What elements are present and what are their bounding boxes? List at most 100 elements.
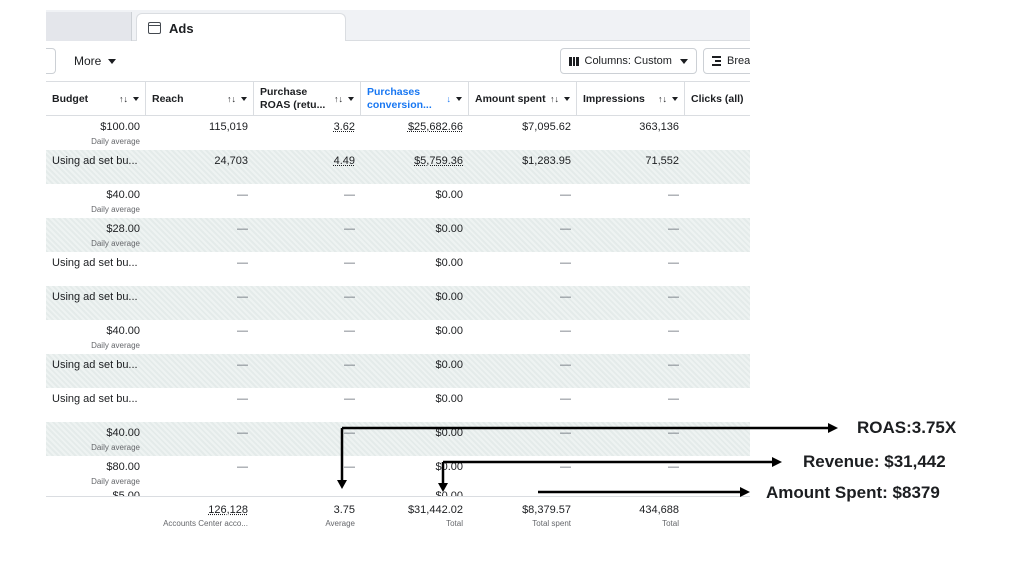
table-row[interactable]: Using ad set bu... — — $0.00 — — [46, 252, 750, 286]
sort-icon[interactable]: ↑↓ [550, 94, 559, 104]
roas-annotation: ROAS:3.75X [857, 418, 957, 437]
cell-conv: $25,682.66 [361, 116, 469, 150]
cell-value[interactable]: $0.00 [435, 223, 463, 235]
cell-budget: Using ad set bu... [46, 286, 146, 320]
cell-roas: 3.62 [254, 116, 361, 150]
breakdown-icon [712, 56, 721, 66]
cell-value: $7,095.62 [522, 121, 571, 133]
amount-spent-annotation: Amount Spent: $8379 [766, 483, 940, 502]
cell-caption: Daily average [91, 205, 140, 214]
chevron-down-icon[interactable] [241, 97, 247, 101]
table-row[interactable]: $80.00 Daily average — — $0.00 — — [46, 456, 750, 490]
ads-window-icon [148, 22, 161, 34]
cell-conv: $0.00 [361, 184, 469, 218]
column-header[interactable]: Budget ↑↓ [46, 82, 146, 116]
column-header-label: Purchases conversion... [367, 86, 432, 111]
column-header[interactable]: Purchases conversion... ↓ [361, 82, 469, 116]
cell-value[interactable]: $0.00 [435, 461, 463, 473]
cell-value[interactable]: $5,759.36 [414, 155, 463, 167]
cell-roas: — [254, 456, 361, 490]
tab-ads[interactable]: Ads [136, 13, 346, 42]
total-caption: Total [662, 519, 679, 528]
ads-manager-screenshot: Ads More Columns: Custom Brea Budget ↑↓ Re… [46, 10, 750, 550]
chevron-down-icon [108, 58, 117, 64]
cell-value: — [237, 291, 248, 303]
column-header[interactable]: Amount spent ↑↓ [469, 82, 577, 116]
cell-value[interactable]: $0.00 [435, 427, 463, 439]
total-value: 126,128 [208, 504, 248, 516]
cell-value[interactable]: $0.00 [435, 393, 463, 405]
cell-impr: — [577, 456, 685, 490]
cell-conv: $0.00 [361, 286, 469, 320]
cell-value[interactable]: 4.49 [333, 155, 355, 167]
cell-caption: Daily average [91, 443, 140, 452]
table-row[interactable]: $100.00 Daily average 115,019 3.62 $25,682.6… [46, 116, 750, 150]
sort-icon[interactable]: ↑↓ [227, 94, 236, 104]
cell-value: — [668, 461, 679, 473]
sort-icon[interactable]: ↑↓ [119, 94, 128, 104]
column-header-label: Budget [52, 92, 89, 105]
cell-spent: — [469, 388, 577, 422]
sort-icon[interactable]: ↓ [446, 94, 452, 104]
table-row[interactable]: $40.00 Daily average — — $0.00 — — [46, 320, 750, 354]
cell-value[interactable]: $25,682.66 [407, 121, 463, 133]
total-impr: 434,688 Total [577, 497, 685, 537]
breakdown-button[interactable]: Brea [703, 48, 750, 74]
cell-roas: — [254, 422, 361, 456]
cell-value: — [344, 223, 355, 235]
table-row-partial: $5.00 $0.00 [46, 490, 750, 496]
sort-icon[interactable]: ↑↓ [658, 94, 667, 104]
table-row[interactable]: $40.00 Daily average — — $0.00 — — [46, 184, 750, 218]
chevron-down-icon[interactable] [348, 97, 354, 101]
cell-budget: Using ad set bu... [46, 388, 146, 422]
cell-value[interactable]: $0.00 [435, 257, 463, 269]
cell-value: 115,019 [209, 121, 248, 133]
search-field-edge[interactable] [46, 48, 56, 74]
cell-value: $28.00 [106, 223, 140, 235]
columns-button[interactable]: Columns: Custom [560, 48, 697, 74]
cell-value[interactable]: $0.00 [435, 291, 463, 303]
table-row[interactable]: Using ad set bu... 24,703 4.49 $5,759.36 $1,… [46, 150, 750, 184]
cell-conv: $0.00 [361, 388, 469, 422]
table-row[interactable]: Using ad set bu... — — $0.00 — — [46, 388, 750, 422]
table-totals-row: 126,128 Accounts Center acco... 3.75 Averag… [46, 496, 750, 536]
table-row[interactable]: $40.00 Daily average — — $0.00 — — [46, 422, 750, 456]
column-header[interactable]: Clicks (all)↑ [685, 82, 750, 116]
cell-roas: — [254, 252, 361, 286]
cell-value[interactable]: $0.00 [435, 189, 463, 201]
revenue-annotation: Revenue: $31,442 [803, 452, 946, 471]
breakdown-button-label: Brea [727, 55, 750, 67]
more-button[interactable]: More [64, 48, 126, 74]
cell-budget: Using ad set bu... [46, 252, 146, 286]
total-value: 3.75 [333, 504, 355, 516]
sort-icon[interactable]: ↑↓ [334, 94, 343, 104]
chevron-down-icon[interactable] [456, 97, 462, 101]
cell-value: — [560, 393, 571, 405]
chevron-down-icon[interactable] [672, 97, 678, 101]
cell-impr: 71,552 [577, 150, 685, 184]
chevron-down-icon[interactable] [133, 97, 139, 101]
column-header[interactable]: Reach ↑↓ [146, 82, 254, 116]
cell-value[interactable]: $0.00 [435, 359, 463, 371]
cell-value[interactable]: 3.62 [333, 121, 355, 133]
cell-value: — [668, 291, 679, 303]
cell-spent: $7,095.62 [469, 116, 577, 150]
column-header[interactable]: Impressions ↑↓ [577, 82, 685, 116]
cell-budget: $80.00 Daily average [46, 456, 146, 490]
column-header[interactable]: Purchase ROAS (retu... ↑↓ [254, 82, 361, 116]
cell-spent: — [469, 320, 577, 354]
tab-bar: Ads [46, 10, 750, 42]
cell-budget: $40.00 Daily average [46, 184, 146, 218]
cell-value: — [344, 257, 355, 269]
cell-value: — [237, 257, 248, 269]
table-row[interactable]: Using ad set bu... — — $0.00 — — [46, 354, 750, 388]
cell-reach: — [146, 184, 254, 218]
cell-value: — [344, 189, 355, 201]
cell-value: — [237, 359, 248, 371]
table-row[interactable]: $28.00 Daily average — — $0.00 — — [46, 218, 750, 252]
cell-value[interactable]: $0.00 [435, 325, 463, 337]
tab-previous[interactable] [46, 12, 132, 41]
chevron-down-icon[interactable] [564, 97, 570, 101]
cell-budget: Using ad set bu... [46, 150, 146, 184]
table-row[interactable]: Using ad set bu... — — $0.00 — — [46, 286, 750, 320]
